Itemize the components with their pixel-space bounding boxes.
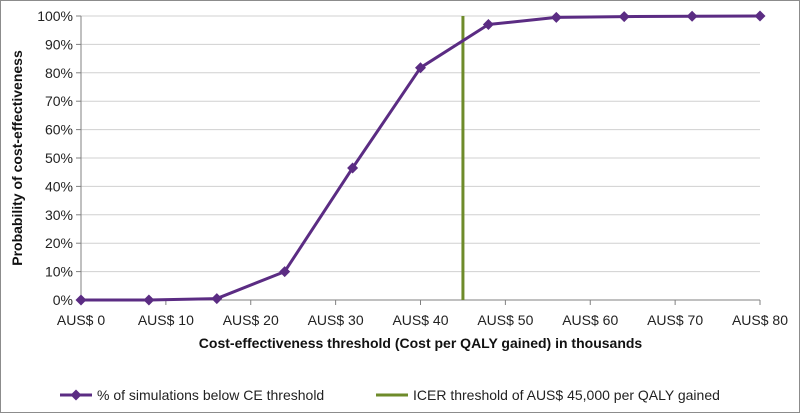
x-tick-label: AUS$ 80: [732, 312, 788, 328]
x-tick-label: AUS$ 70: [647, 312, 703, 328]
data-point: [686, 10, 698, 22]
data-point: [550, 11, 562, 23]
x-tick-label: AUS$ 30: [308, 312, 364, 328]
y-tick-label: 70%: [45, 93, 73, 109]
gridlines: [81, 15, 760, 301]
legend-item-series: % of simulations below CE threshold: [60, 387, 324, 403]
data-point: [415, 62, 426, 74]
y-tick-label: 100%: [37, 8, 73, 24]
legend-series-label: % of simulations below CE threshold: [97, 387, 324, 403]
x-axis-title: Cost-effectiveness threshold (Cost per Q…: [199, 335, 643, 351]
axes: [76, 15, 761, 305]
y-axis-title: Probability of cost-effectiveness: [9, 50, 25, 266]
y-tick-label: 90%: [45, 36, 73, 52]
x-tick-label: AUS$ 20: [223, 312, 279, 328]
data-point: [75, 294, 87, 306]
y-tick-label: 20%: [45, 235, 73, 251]
x-tick-label: AUS$ 0: [57, 312, 105, 328]
x-tick-label: AUS$ 60: [562, 312, 618, 328]
y-tick-label: 80%: [45, 65, 73, 81]
y-tick-label: 50%: [45, 150, 73, 166]
x-tick-label: AUS$ 40: [392, 312, 448, 328]
series: [75, 10, 766, 306]
legend-item-icer: ICER threshold of AUS$ 45,000 per QALY g…: [376, 387, 720, 403]
data-point: [347, 162, 359, 174]
legend: % of simulations below CE threshold ICER…: [60, 387, 720, 403]
y-tick-label: 0%: [53, 292, 73, 308]
data-point: [618, 11, 630, 23]
data-point: [211, 293, 223, 305]
y-tick-label: 40%: [45, 178, 73, 194]
y-tick-label: 30%: [45, 207, 73, 223]
data-point: [143, 294, 155, 306]
x-tick-label: AUS$ 50: [477, 312, 533, 328]
data-point: [482, 19, 494, 31]
y-tick-labels: 0% 10% 20% 30% 40% 50% 60% 70% 80% 90% 100%: [37, 8, 73, 308]
y-tick-label: 60%: [45, 122, 73, 138]
data-point: [754, 10, 766, 22]
legend-icer-label: ICER threshold of AUS$ 45,000 per QALY g…: [413, 387, 720, 403]
legend-series-marker: [70, 389, 82, 401]
data-point: [279, 266, 291, 278]
x-tick-label: AUS$ 10: [138, 312, 194, 328]
x-tick-labels: AUS$ 0 AUS$ 10 AUS$ 20 AUS$ 30 AUS$ 40 AUS$ 5…: [57, 312, 788, 328]
y-tick-label: 10%: [45, 264, 73, 280]
